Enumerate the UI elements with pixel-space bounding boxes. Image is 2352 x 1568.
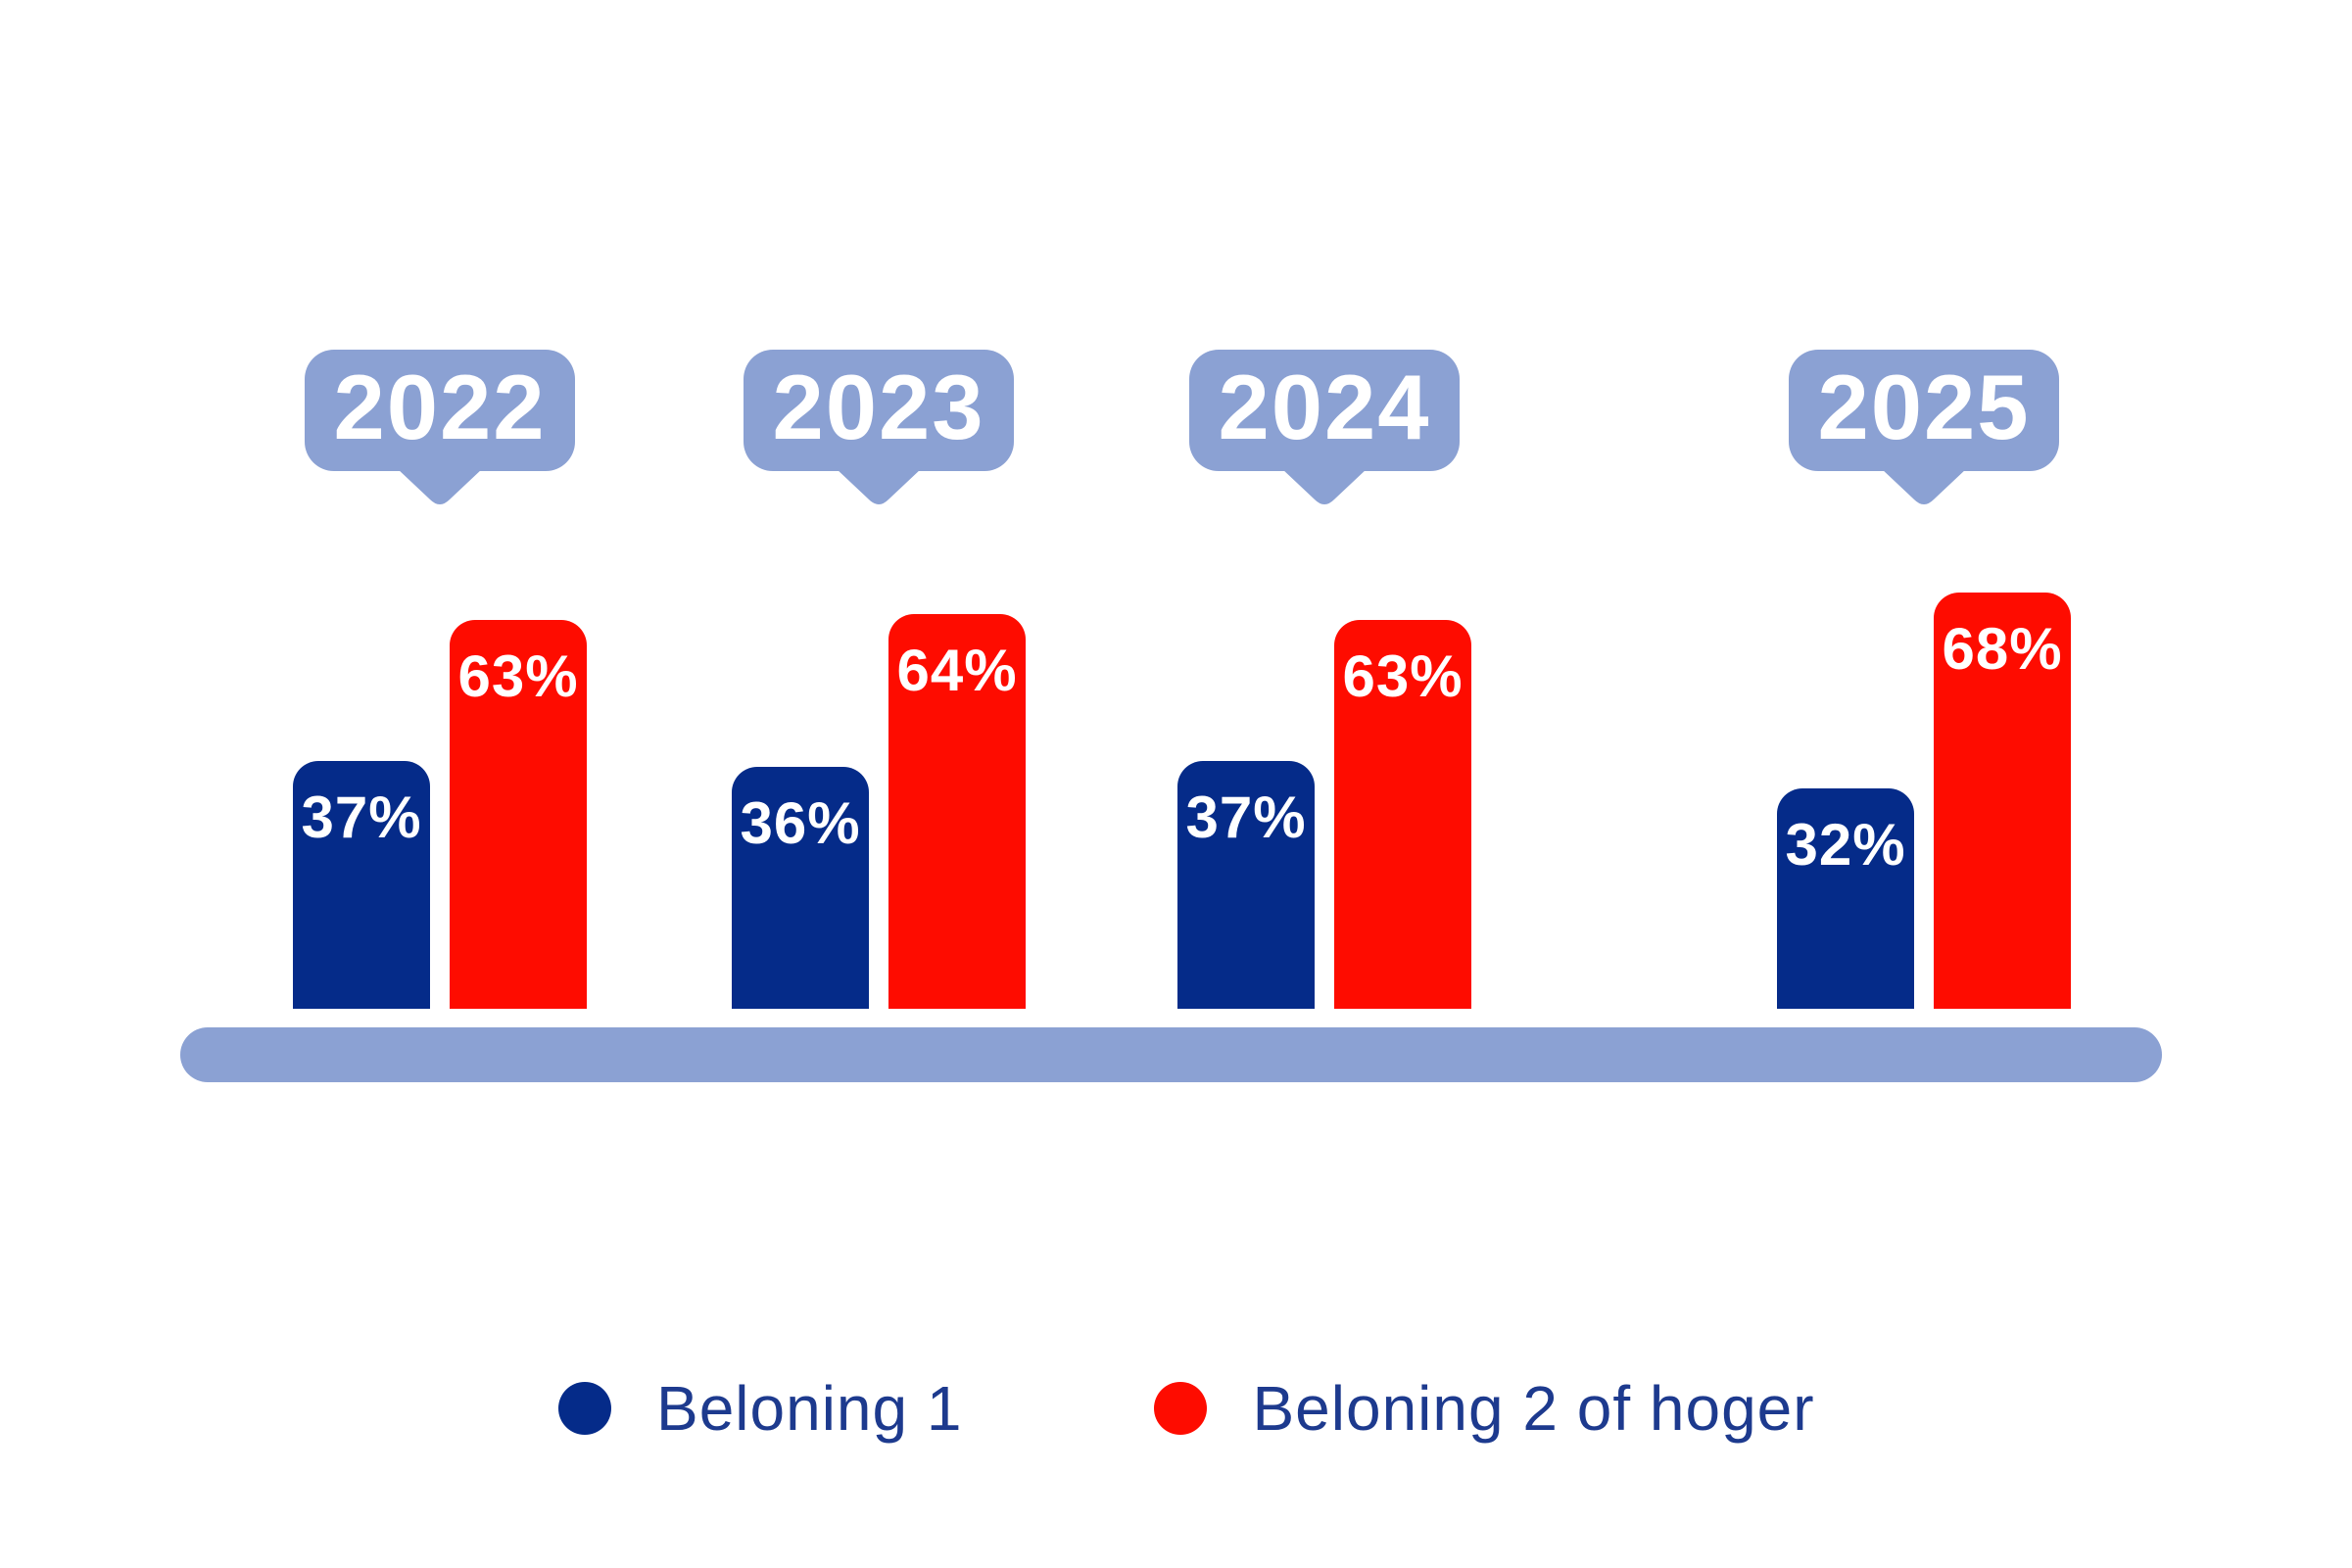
bar-2024-beloning-1: 37% (1177, 761, 1315, 1009)
year-badge-tail (1881, 468, 1967, 504)
legend-item-beloning-1: Beloning 1 (558, 1372, 962, 1445)
baseline-axis (180, 1027, 2162, 1082)
year-badge-tail (397, 468, 483, 504)
bar-value-label: 36% (740, 790, 861, 856)
bar-2023-beloning-1: 36% (732, 767, 869, 1009)
bar-value-label: 37% (1185, 784, 1307, 850)
year-badge-2022: 2022 (305, 350, 575, 471)
bar-value-label: 37% (301, 784, 422, 850)
legend: Beloning 1 Beloning 2 of hoger (558, 1369, 1815, 1448)
bar-value-label: 63% (457, 643, 579, 709)
legend-label-beloning-1: Beloning 1 (656, 1373, 963, 1444)
legend-label-beloning-2-of-hoger: Beloning 2 of hoger (1252, 1373, 1815, 1444)
year-badge-tail (1281, 468, 1368, 504)
bar-2022-beloning-2-of-hoger: 63% (450, 620, 587, 1009)
year-badge-2024: 2024 (1189, 350, 1460, 471)
bar-2024-beloning-2-of-hoger: 63% (1334, 620, 1471, 1009)
bar-2025-beloning-1: 32% (1777, 788, 1914, 1009)
year-badge-label: 2023 (772, 356, 985, 458)
year-badge-tail (836, 468, 922, 504)
legend-dot-red (1154, 1382, 1208, 1435)
bar-value-label: 68% (1942, 616, 2063, 682)
legend-item-beloning-2-of-hoger: Beloning 2 of hoger (1154, 1372, 1814, 1445)
year-badge-label: 2025 (1817, 356, 2031, 458)
legend-dot-navy (558, 1382, 611, 1435)
year-badge-label: 2022 (333, 356, 547, 458)
year-badge-label: 2024 (1218, 356, 1431, 458)
bar-2025-beloning-2-of-hoger: 68% (1934, 593, 2071, 1009)
year-badge-2023: 2023 (744, 350, 1014, 471)
year-badge-2025: 2025 (1789, 350, 2059, 471)
bar-value-label: 32% (1785, 812, 1906, 878)
bar-value-label: 63% (1342, 643, 1464, 709)
bar-2022-beloning-1: 37% (293, 761, 430, 1009)
bar-2023-beloning-2-of-hoger: 64% (888, 614, 1026, 1009)
bar-value-label: 64% (896, 638, 1018, 703)
